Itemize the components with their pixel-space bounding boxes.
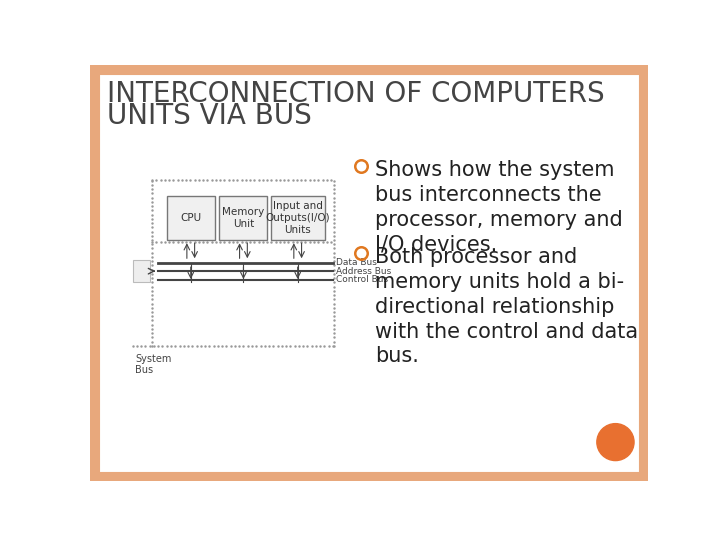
- Text: UNITS VIA BUS: UNITS VIA BUS: [107, 102, 312, 130]
- Text: Both processor and
memory units hold a bi-
directional relationship
with the con: Both processor and memory units hold a b…: [375, 247, 639, 367]
- Text: Memory
Unit: Memory Unit: [222, 207, 264, 229]
- Text: Input and
Outputs(I/O)
Units: Input and Outputs(I/O) Units: [266, 201, 330, 235]
- Text: Address Bus: Address Bus: [336, 267, 391, 275]
- Text: System
Bus: System Bus: [135, 354, 171, 375]
- Text: CPU: CPU: [180, 213, 202, 223]
- Bar: [220, 195, 267, 240]
- Text: Control Bus: Control Bus: [336, 275, 388, 284]
- Circle shape: [597, 423, 634, 461]
- Text: INTERCONNECTION OF COMPUTERS: INTERCONNECTION OF COMPUTERS: [107, 80, 605, 108]
- Bar: [167, 195, 215, 240]
- Bar: [133, 260, 150, 282]
- Bar: [271, 195, 325, 240]
- Text: Data Bus: Data Bus: [336, 258, 377, 267]
- Text: Shows how the system
bus interconnects the
processor, memory and
I/O devices.: Shows how the system bus interconnects t…: [375, 160, 623, 255]
